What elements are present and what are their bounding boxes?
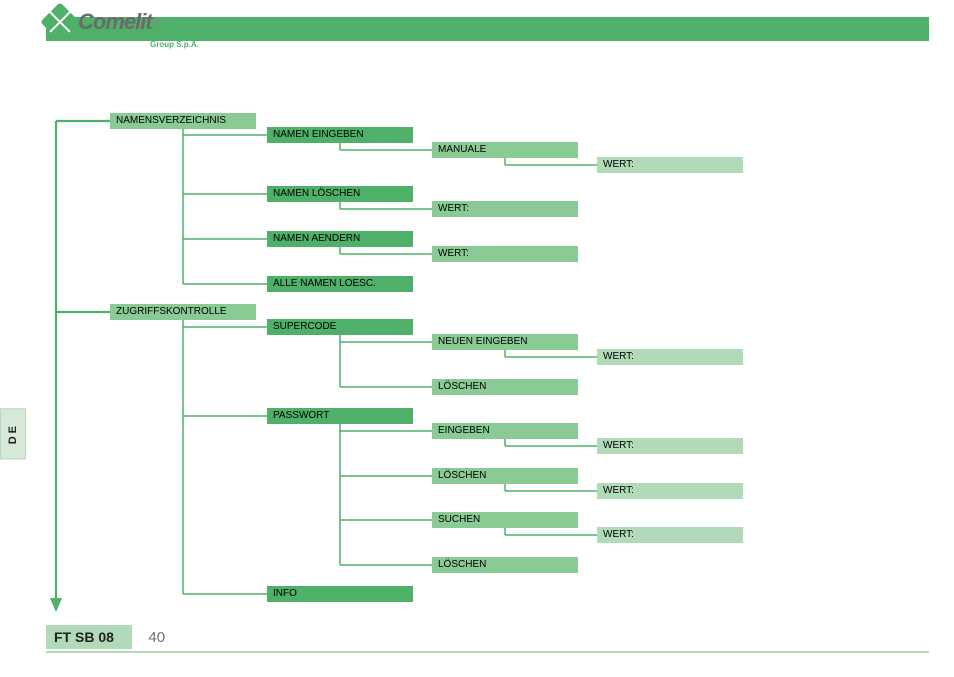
tree-node: ZUGRIFFSKONTROLLE xyxy=(110,304,256,320)
tree-node: WERT: xyxy=(597,527,743,543)
tree-node: WERT: xyxy=(597,157,743,173)
tree-node: WERT: xyxy=(432,201,578,217)
footer-page-number: 40 xyxy=(148,629,165,646)
tree-node: NAMEN AENDERN xyxy=(267,231,413,247)
tree-node: WERT: xyxy=(432,246,578,262)
brand-suffix: Group S.p.A. xyxy=(150,40,199,49)
tree-node: MANUALE xyxy=(432,142,578,158)
tree-node: WERT: xyxy=(597,483,743,499)
tree-node: SUPERCODE xyxy=(267,319,413,335)
tree-node: SUCHEN xyxy=(432,512,578,528)
registered-icon: ® xyxy=(154,17,161,28)
tree-node: WERT: xyxy=(597,349,743,365)
tree-node: NAMENSVERZEICHNIS xyxy=(110,113,256,129)
language-tab: DE xyxy=(0,408,26,459)
footer-divider xyxy=(46,651,929,653)
top-bar xyxy=(46,17,929,41)
brand-logo: Comelit ® xyxy=(46,8,161,36)
tree-node: LÖSCHEN xyxy=(432,468,578,484)
tree-node: EINGEBEN xyxy=(432,423,578,439)
tree-node: NAMEN EINGEBEN xyxy=(267,127,413,143)
tree-node: INFO xyxy=(267,586,413,602)
tree-node: NEUEN EINGEBEN xyxy=(432,334,578,350)
tree-node: LÖSCHEN xyxy=(432,379,578,395)
tree-node: ALLE NAMEN LOESC. xyxy=(267,276,413,292)
brand-name: Comelit xyxy=(78,9,152,35)
logo-mark-icon xyxy=(40,2,80,42)
footer: FT SB 08 40 xyxy=(46,625,929,653)
tree-node: NAMEN LÖSCHEN xyxy=(267,186,413,202)
footer-code: FT SB 08 xyxy=(46,625,132,649)
tree-node: WERT: xyxy=(597,438,743,454)
tree-node: LÖSCHEN xyxy=(432,557,578,573)
tree-node: PASSWORT xyxy=(267,408,413,424)
